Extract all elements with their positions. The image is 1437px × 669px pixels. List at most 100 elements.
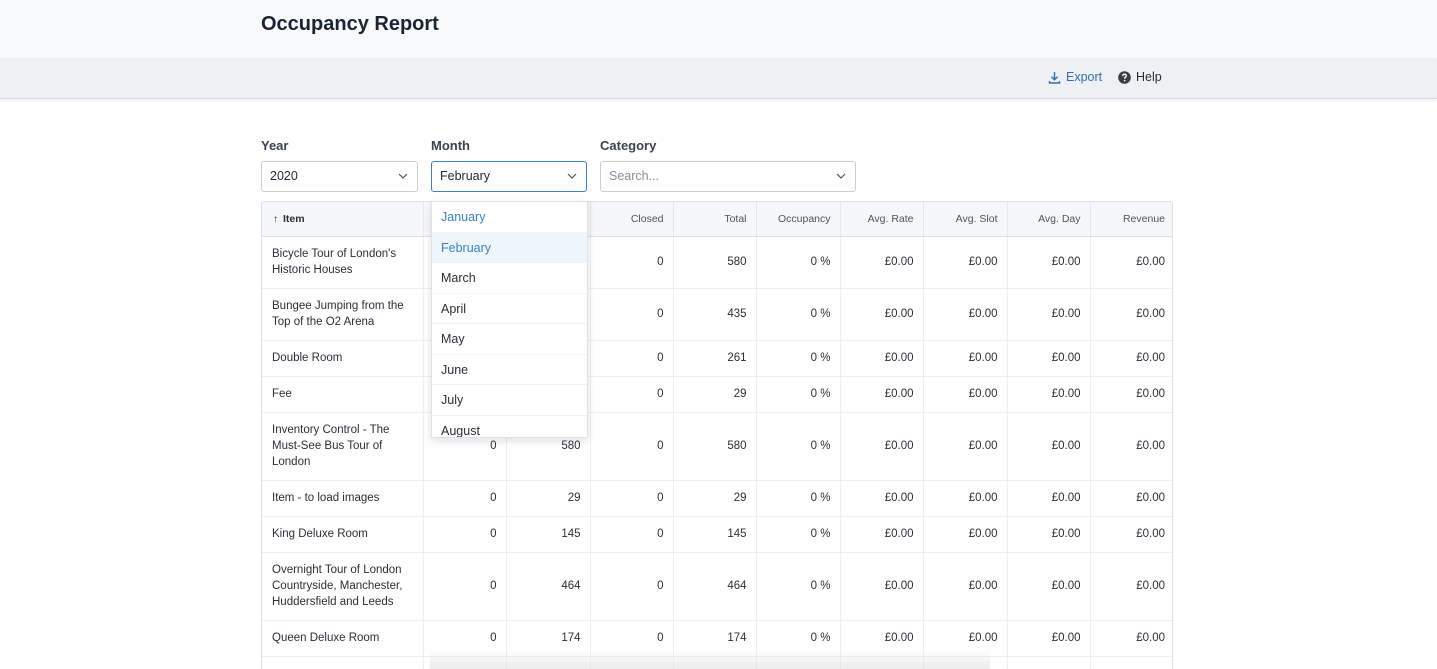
cell-avg-rate: £0.00 [840,412,924,481]
month-option-may[interactable]: May [432,324,587,355]
cell-item: Double Room [262,340,424,377]
table-row[interactable]: Queen Deluxe Room 0 174 0 174 0 % £0.00 £0.00 £0… [262,620,1172,657]
table-row[interactable]: Fee 0 29 0 % £0.00 £0.00 £0.00 £0.00 [262,376,1172,413]
column-header-revenue[interactable]: Revenue [1090,202,1172,237]
download-icon [1048,71,1061,84]
category-label: Category [600,138,657,153]
month-label: Month [431,138,470,153]
cell-total: 464 [673,552,757,621]
cell-avg-slot: £0.00 [923,620,1008,657]
month-option-march[interactable]: March [432,263,587,294]
cell-avg-slot: £0.00 [923,236,1008,289]
page-header: Occupancy Report [0,0,1437,58]
table-header-row: ↑ Item Closed Total Occupancy Avg. Rate A… [262,202,1172,237]
cell-revenue: £0.00 [1090,376,1172,413]
month-option-april[interactable]: April [432,294,587,324]
cell-total: 261 [673,340,757,377]
cell-c1: 0 [423,516,507,553]
cell-item: Bungee Jumping from the Top of the O2 Ar… [262,288,424,341]
occupancy-table: ↑ Item Closed Total Occupancy Avg. Rate A… [261,201,1173,669]
cell-occupancy: 0 % [756,340,841,377]
cell-avg-day: £0.00 [1007,480,1091,517]
column-header-occupancy[interactable]: Occupancy [756,202,841,237]
cell-revenue: £0.00 [1090,288,1172,341]
cell-avg-slot: £0.00 [923,552,1008,621]
export-button[interactable]: Export [1048,70,1102,84]
cell-avg-rate: £0.00 [840,480,924,517]
cell-avg-slot: £0.00 [923,288,1008,341]
month-option-august[interactable]: August [432,416,587,438]
table-row[interactable]: Bicycle Tour of London's Historic Houses… [262,236,1172,289]
cell-occupancy: 0 % [756,376,841,413]
cell-avg-rate: £0.00 [840,516,924,553]
help-button[interactable]: Help [1118,70,1162,84]
cell-total [673,656,757,669]
year-select[interactable]: 2020 [261,161,418,192]
table-row[interactable]: Item - to load images 0 29 0 29 0 % £0.00 £0.00… [262,480,1172,517]
cell-total: 580 [673,412,757,481]
cell-occupancy: 0 % [756,552,841,621]
cell-avg-slot: £0.00 [923,480,1008,517]
cell-avg-rate: £0.00 [840,288,924,341]
year-value: 2020 [270,169,298,183]
table-row[interactable]: Double Room 0 261 0 % £0.00 £0.00 £0.00 £0.00 [262,340,1172,377]
cell-revenue: £0.00 [1090,552,1172,621]
cell-avg-day [1007,656,1091,669]
cell-total: 145 [673,516,757,553]
cell-avg-day: £0.00 [1007,552,1091,621]
month-option-january[interactable]: January [432,202,587,233]
cell-avg-slot [923,656,1008,669]
month-option-february[interactable]: February [432,232,587,263]
cell-total: 29 [673,480,757,517]
cell-item: Inventory Control - The Must-See Bus Tou… [262,412,424,481]
cell-avg-rate: £0.00 [840,620,924,657]
cell-total: 29 [673,376,757,413]
cell-item: King Deluxe Room [262,516,424,553]
column-header-avg-rate[interactable]: Avg. Rate [840,202,924,237]
cell-avg-rate: £0.00 [840,552,924,621]
table-row[interactable]: Inventory Control - The Must-See Bus Tou… [262,412,1172,481]
cell-total: 580 [673,236,757,289]
cell-c1: 0 [423,620,507,657]
help-label: Help [1136,70,1162,84]
cell-item: Queen Deluxe Room [262,620,424,657]
cell-item: Overnight Tour of London Countryside, Ma… [262,552,424,621]
month-option-june[interactable]: June [432,355,587,385]
cell-avg-day: £0.00 [1007,620,1091,657]
category-placeholder[interactable]: Search... [609,169,660,183]
cell-closed [590,656,674,669]
column-header-closed[interactable]: Closed [590,202,674,237]
cell-avg-day: £0.00 [1007,412,1091,481]
cell-c1: 0 [423,480,507,517]
cell-c2: 174 [506,620,591,657]
cell-closed: 0 [590,376,674,413]
month-select[interactable]: February [431,161,587,192]
column-header-avg-day[interactable]: Avg. Day [1007,202,1091,237]
cell-avg-day: £0.00 [1007,376,1091,413]
cell-revenue [1090,656,1172,669]
page-title: Occupancy Report [261,13,439,35]
table-row[interactable] [262,656,1172,669]
column-header-avg-slot[interactable]: Avg. Slot [923,202,1008,237]
question-circle-icon [1118,70,1131,84]
year-label: Year [261,138,289,153]
cell-avg-day: £0.00 [1007,236,1091,289]
column-header-total[interactable]: Total [673,202,757,237]
column-header-item[interactable]: ↑ Item [262,202,424,237]
table-row[interactable]: Bungee Jumping from the Top of the O2 Ar… [262,288,1172,341]
cell-c2: 29 [506,480,591,517]
month-option-july[interactable]: July [432,385,587,416]
cell-avg-rate [840,656,924,669]
table-row[interactable]: King Deluxe Room 0 145 0 145 0 % £0.00 £0.00 £0.… [262,516,1172,553]
cell-avg-day: £0.00 [1007,340,1091,377]
cell-total: 174 [673,620,757,657]
table-row[interactable]: Overnight Tour of London Countryside, Ma… [262,552,1172,621]
cell-revenue: £0.00 [1090,340,1172,377]
cell-item: Fee [262,376,424,413]
cell-occupancy: 0 % [756,516,841,553]
month-dropdown-menu: January February March April May June July Augu… [431,201,588,438]
cell-closed: 0 [590,412,674,481]
cell-avg-day: £0.00 [1007,288,1091,341]
category-select[interactable]: Search... [600,161,856,192]
cell-closed: 0 [590,620,674,657]
